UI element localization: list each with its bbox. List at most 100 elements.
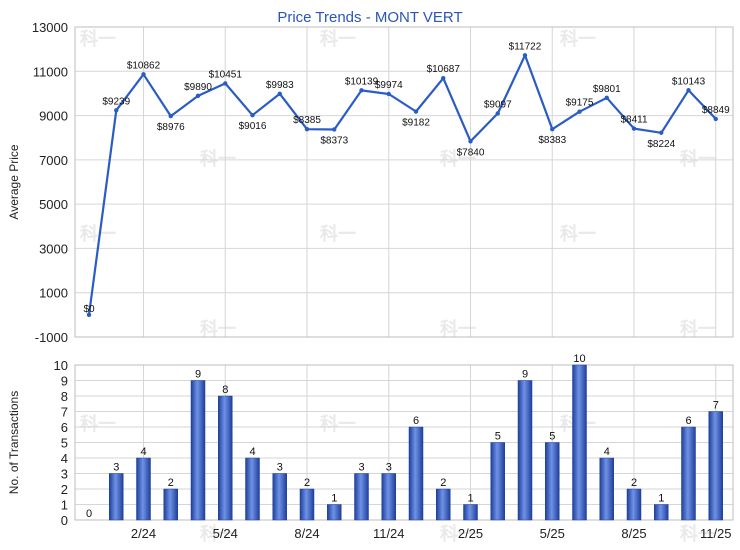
- plot-frame: [74, 364, 734, 521]
- price-data-label: $9182: [402, 118, 430, 129]
- price-data-label: $8383: [538, 135, 566, 146]
- bar-data-label: 7: [713, 400, 719, 412]
- watermark-text: 科一: [560, 223, 596, 245]
- bar-data-label: 4: [604, 446, 610, 458]
- x-tick-label: 11/24: [373, 526, 405, 541]
- y-tick-label: 2: [61, 482, 68, 497]
- price-point: [277, 91, 282, 97]
- bar-data-label: 8: [222, 384, 228, 396]
- bar-data-label: 5: [495, 431, 501, 443]
- price-point: [468, 139, 473, 144]
- watermark-text: 科一: [200, 523, 236, 545]
- y-tick-label: 10: [54, 358, 68, 373]
- price-point: [604, 95, 609, 101]
- y-tick-label: 1: [61, 498, 68, 513]
- price-point: [631, 126, 637, 131]
- bar-data-label: 5: [549, 431, 555, 443]
- watermark-text: 科一: [440, 523, 476, 545]
- price-line: [87, 54, 717, 316]
- x-tick-label: 11/25: [700, 526, 732, 541]
- price-point: [304, 126, 310, 132]
- transaction-bar: [299, 488, 315, 521]
- watermark-text: 科一: [200, 318, 236, 340]
- transaction-bar: [490, 442, 505, 521]
- y-tick-label: 3: [61, 467, 68, 482]
- bar-data-label: 10: [573, 353, 585, 365]
- price-data-label: $10451: [209, 69, 243, 80]
- price-data-label: $8385: [293, 115, 321, 126]
- price-data-label: $9974: [375, 80, 403, 91]
- bar-data-label: 1: [331, 493, 337, 505]
- price-data-label: $8976: [157, 122, 185, 133]
- y-tick-label: 5000: [39, 197, 68, 212]
- y-tick-label: 1000: [39, 286, 68, 301]
- price-point: [713, 116, 718, 122]
- price-point: [141, 72, 146, 77]
- transaction-bar: [327, 504, 342, 521]
- y-tick-label: 5: [61, 436, 68, 451]
- watermark-text: 科一: [440, 148, 476, 170]
- transaction-bar: [626, 488, 642, 521]
- price-data-label: $9097: [484, 99, 512, 110]
- transaction-bar: [190, 380, 206, 521]
- price-data-label: $11722: [509, 41, 542, 52]
- transaction-bar: [354, 473, 369, 521]
- y-tick-label: 0: [61, 513, 68, 528]
- chart-title: Price Trends - MONT VERT: [277, 9, 462, 26]
- price-line-chart: -1000 1000 3000 5000 7000 9000 11000 13000 Avera…: [7, 20, 734, 345]
- x-tick-label: 8/25: [621, 526, 646, 541]
- watermark-text: 科一: [680, 318, 716, 340]
- watermark-text: 科一: [200, 148, 236, 170]
- transaction-bar: [272, 473, 287, 521]
- price-point: [522, 53, 528, 58]
- price-data-label: $9239: [102, 96, 130, 107]
- price-data-label: $10687: [427, 64, 461, 75]
- transaction-bar: [708, 411, 723, 521]
- price-data-label: $10143: [672, 76, 706, 87]
- transaction-bar: [436, 488, 451, 521]
- price-data-label: $8224: [647, 139, 675, 150]
- y-tick-label: 11000: [33, 64, 68, 79]
- price-data-label: $8373: [320, 135, 348, 146]
- x-tick-label: 5/25: [540, 526, 565, 541]
- watermark-text: 科一: [440, 318, 476, 340]
- transaction-bar: [408, 426, 424, 521]
- price-point: [441, 76, 446, 81]
- y-tick-label: 4: [61, 451, 68, 466]
- transaction-bar: [545, 442, 560, 521]
- transaction-bar: [517, 380, 533, 521]
- transaction-bar: [654, 504, 669, 521]
- bar-data-label: 9: [195, 369, 201, 381]
- x-tick-label: 8/24: [294, 526, 319, 541]
- bar-data-label: 9: [522, 369, 528, 381]
- transaction-bar: [463, 504, 478, 521]
- watermark-text: 科一: [560, 28, 596, 50]
- y-tick-label: 13000: [32, 20, 68, 35]
- price-data-label: $9890: [184, 82, 212, 93]
- bar-data-label: 2: [304, 477, 310, 489]
- price-point: [659, 130, 664, 135]
- price-point: [250, 113, 255, 118]
- watermark-layer: 科一科一科一科一科一科一科一科一科一科一科一科一科一科一科一科一科一科一: [80, 28, 716, 545]
- y-tick-label: 9: [61, 374, 68, 389]
- price-point: [195, 93, 201, 99]
- y-axis-title: No. of Transactions: [7, 391, 21, 494]
- y-tick-label: 8: [61, 389, 68, 404]
- bar-data-label: 4: [140, 446, 146, 458]
- price-point: [386, 91, 391, 97]
- price-data-label: $9801: [593, 84, 621, 95]
- y-axis-title: Average Price: [7, 144, 21, 219]
- transaction-bar: [218, 395, 233, 521]
- price-data-label: $9175: [566, 98, 594, 109]
- bar-data-label: 2: [440, 477, 446, 489]
- watermark-text: 科一: [680, 148, 716, 170]
- transaction-bar: [136, 457, 151, 521]
- y-tick-label: 7000: [39, 153, 68, 168]
- bar-data-label: 2: [168, 477, 174, 489]
- price-point: [332, 127, 337, 132]
- price-point: [114, 108, 119, 113]
- bar-data-label: 6: [685, 415, 691, 427]
- bar-data-label: 3: [277, 462, 283, 474]
